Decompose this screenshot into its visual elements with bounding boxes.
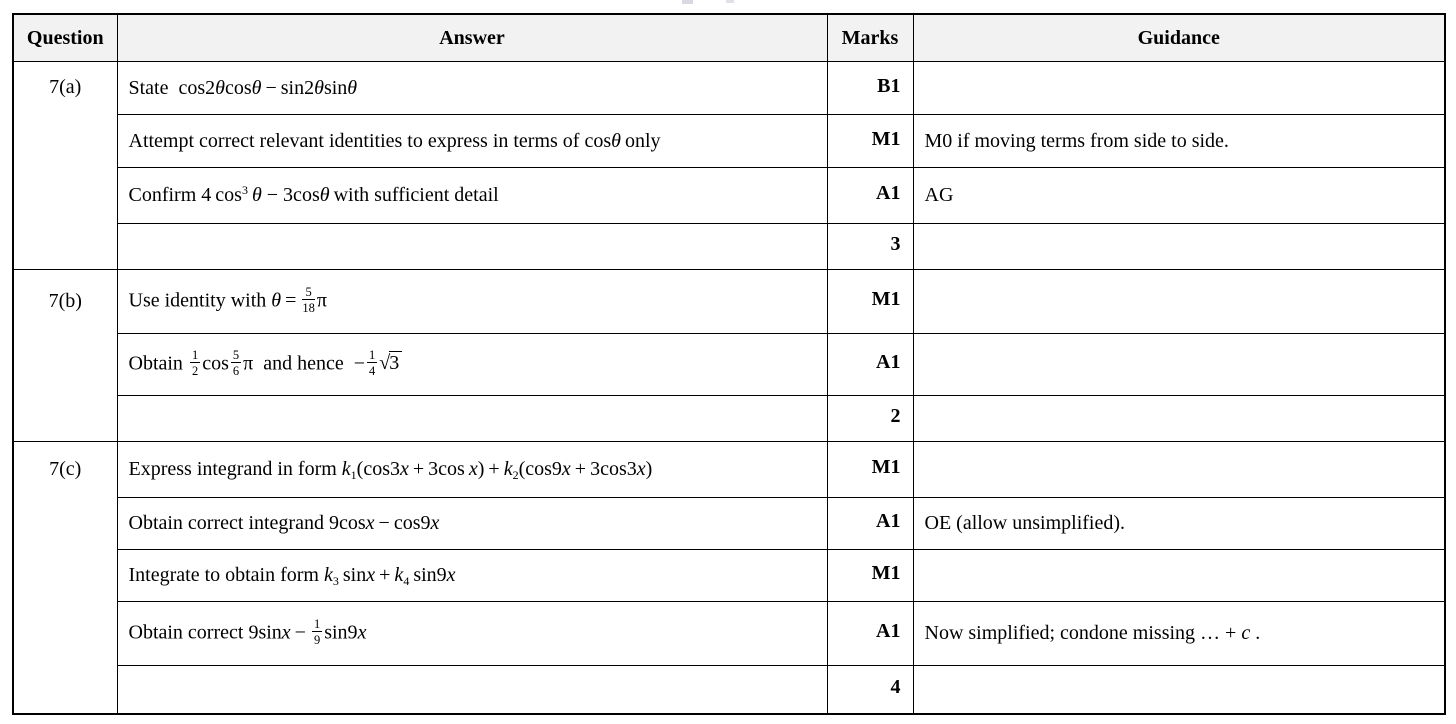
guidance-cell xyxy=(912,269,1446,334)
mark-cell: B1 xyxy=(826,61,914,115)
table-row: 7(b) Use identity with θ = 5 18 π M1 xyxy=(12,269,1446,442)
mark-cell: M1 xyxy=(826,269,914,334)
question-label: 7(c) xyxy=(49,457,82,480)
guidance-cell: M0 if moving terms from side to side. xyxy=(912,114,1446,168)
answer-cell: Attempt correct relevant identities to e… xyxy=(116,114,828,168)
mark-cell: A1 xyxy=(826,601,914,666)
mark-cell: A1 xyxy=(826,167,914,224)
answer-cell: Obtain 1 2 cos 5 6 π and hence −1 4 √3 xyxy=(116,333,828,396)
section-total-cell: 4 xyxy=(826,665,914,714)
guidance-cell xyxy=(912,395,1446,442)
mark-cell: M1 xyxy=(826,441,914,498)
guidance-cell xyxy=(912,61,1446,115)
section-total-cell: 2 xyxy=(826,395,914,442)
table-row: 4 xyxy=(13,665,1446,714)
mark-cell: A1 xyxy=(826,333,914,396)
answer-cell: Integrate to obtain form k3 sinx + k4 si… xyxy=(116,549,828,602)
column-header-marks: Marks xyxy=(826,13,914,62)
answer-cell: Confirm 4 cos3 θ − 3cosθ with sufficient… xyxy=(116,167,828,224)
guidance-cell: AG xyxy=(912,167,1446,224)
guidance-cell xyxy=(912,549,1446,602)
cropped-header-artifact xyxy=(726,0,734,3)
mark-scheme-table: Question Answer Marks Guidance 7(a) State… xyxy=(12,13,1446,715)
table-row: Attempt correct relevant identities to e… xyxy=(13,114,1446,168)
question-cell: 7(b) xyxy=(12,269,118,442)
guidance-cell xyxy=(912,223,1446,270)
question-cell: 7(c) xyxy=(12,441,118,714)
column-header-answer: Answer xyxy=(116,13,828,62)
answer-cell: Use identity with θ = 5 18 π xyxy=(116,269,828,334)
question-cell: 7(a) xyxy=(12,61,118,270)
guidance-cell xyxy=(912,441,1446,498)
table-row: Confirm 4 cos3 θ − 3cosθ with sufficient… xyxy=(13,167,1446,224)
table-row: 3 xyxy=(13,223,1446,270)
cropped-header-artifact xyxy=(682,0,693,4)
guidance-cell: Now simplified; condone missing … + c . xyxy=(912,601,1446,666)
guidance-cell xyxy=(912,665,1446,714)
guidance-cell: OE (allow unsimplified). xyxy=(912,497,1446,550)
column-header-guidance: Guidance xyxy=(912,13,1446,62)
table-row: Obtain 1 2 cos 5 6 π and hence −1 4 √3 A1 xyxy=(13,333,1446,396)
answer-cell xyxy=(116,223,828,270)
answer-cell: Express integrand in form k1(cos3x + 3co… xyxy=(116,441,828,498)
answer-cell xyxy=(116,395,828,442)
mark-cell: A1 xyxy=(826,497,914,550)
answer-cell xyxy=(116,665,828,714)
answer-cell: Obtain correct integrand 9cosx − cos9x xyxy=(116,497,828,550)
table-body: 7(a) State cos2θcosθ − sin2θsinθ B1 Attempt… xyxy=(12,61,1446,714)
mark-cell: M1 xyxy=(826,549,914,602)
answer-cell: Obtain correct 9sinx − 1 9 sin9x xyxy=(116,601,828,666)
table-row: 7(a) State cos2θcosθ − sin2θsinθ B1 xyxy=(12,61,1446,270)
table-row: Obtain correct integrand 9cosx − cos9x A1… xyxy=(13,497,1446,550)
question-label: 7(a) xyxy=(49,76,82,98)
header-row: Question Answer Marks Guidance xyxy=(12,13,1446,62)
column-header-question: Question xyxy=(12,13,118,62)
mark-cell: M1 xyxy=(826,114,914,168)
section-total-cell: 3 xyxy=(826,223,914,270)
table-row: 2 xyxy=(13,395,1446,442)
guidance-cell xyxy=(912,333,1446,396)
answer-cell: State cos2θcosθ − sin2θsinθ xyxy=(116,61,828,115)
table-row: 7(c) Express integrand in form k1(cos3x +… xyxy=(12,441,1446,714)
table-row: Integrate to obtain form k3 sinx + k4 si… xyxy=(13,549,1446,602)
question-label: 7(b) xyxy=(48,289,82,312)
table-row: Obtain correct 9sinx − 1 9 sin9x A1 Now simp… xyxy=(13,601,1446,666)
